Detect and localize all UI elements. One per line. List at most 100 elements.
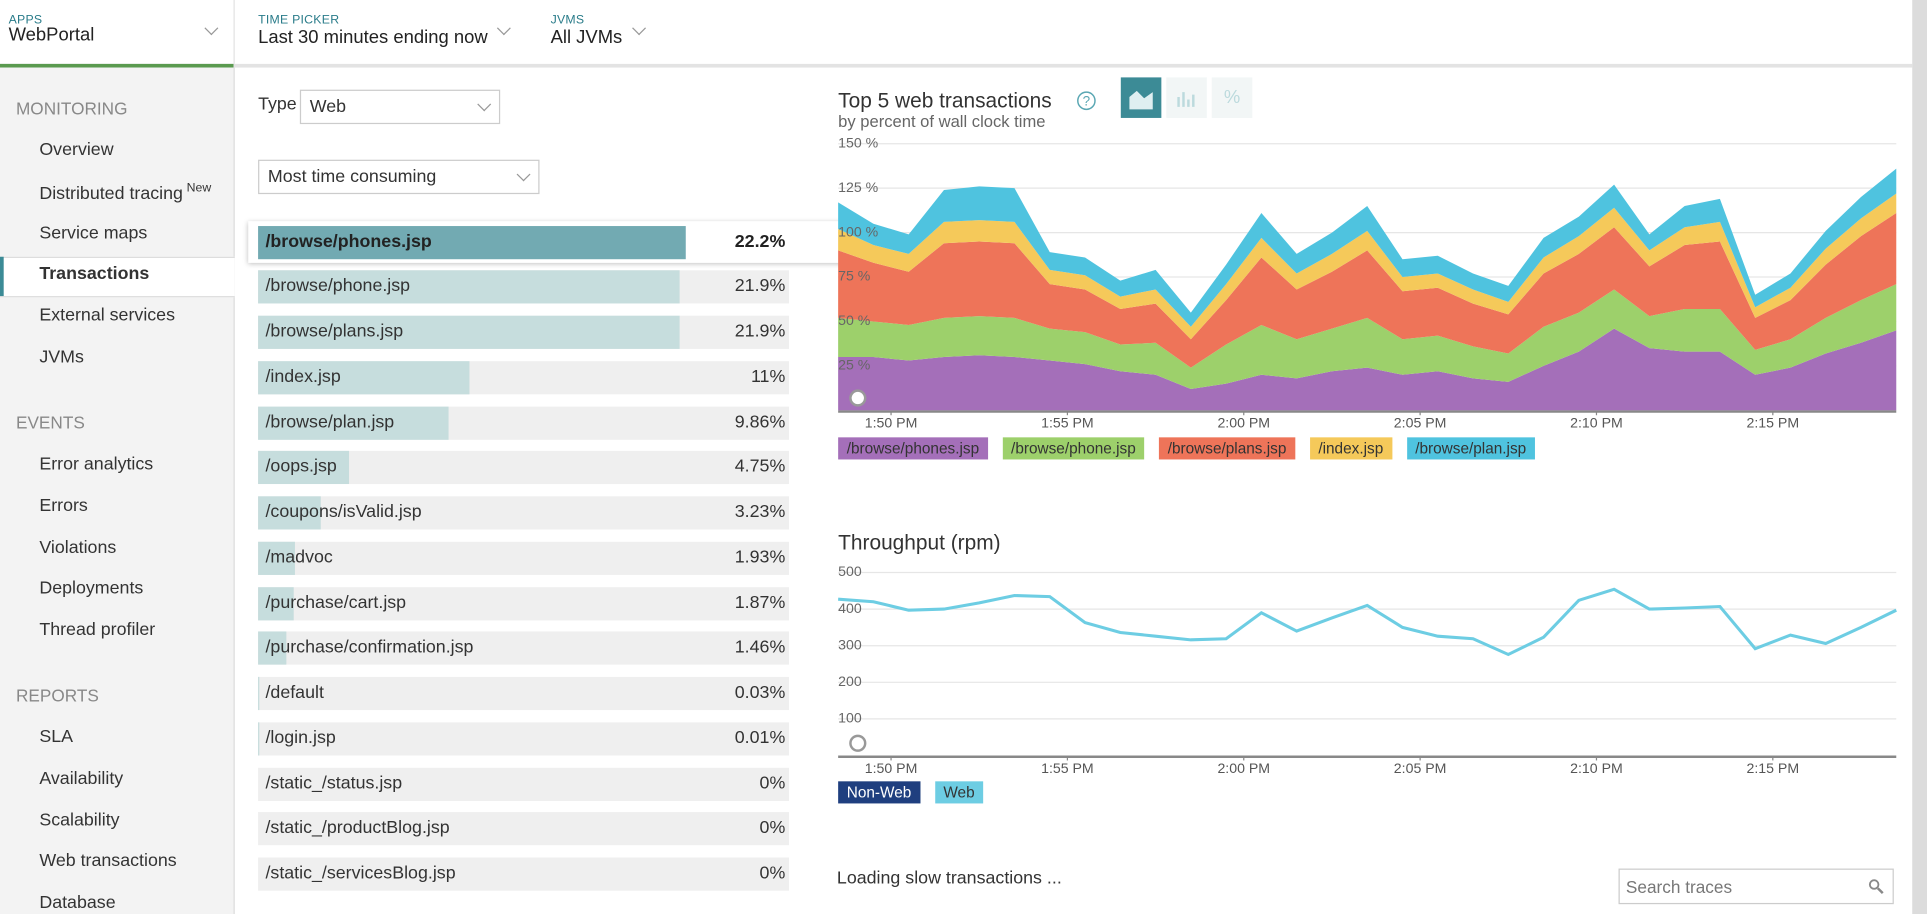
transaction-row[interactable]: /browse/phones.jsp 22.2% — [258, 225, 789, 259]
new-badge: New — [186, 181, 212, 196]
nav-item[interactable]: SLA — [39, 727, 74, 747]
bar — [258, 451, 350, 485]
transaction-row[interactable]: /static_/productBlog.jsp 0% — [258, 812, 789, 846]
transaction-row[interactable]: /coupons/isValid.jsp 3.23% — [258, 496, 789, 530]
transaction-name: /purchase/confirmation.jsp — [265, 637, 474, 658]
nav-item[interactable]: External services — [39, 306, 176, 326]
value-label: 0% — [759, 863, 786, 884]
reset-handle — [849, 389, 867, 407]
nav-item[interactable]: Deployments — [39, 579, 144, 599]
transaction-name: /static_/servicesBlog.jsp — [265, 863, 456, 884]
bar — [258, 360, 470, 395]
legend-item[interactable]: /browse/plans.jsp — [1159, 437, 1295, 460]
transaction-name: /browse/phones.jsp — [265, 231, 432, 252]
chart-title: Throughput (rpm) — [838, 532, 1000, 555]
nav-item[interactable]: Violations — [39, 537, 117, 558]
nav-item[interactable]: Thread profiler — [39, 620, 156, 641]
value-label: 9.86% — [734, 412, 786, 432]
app-picker[interactable]: APPS WebPortal — [0, 0, 234, 64]
transaction-row[interactable]: /static_/status.jsp 0% — [258, 767, 789, 801]
transaction-name: /default — [265, 683, 324, 703]
divider — [233, 0, 235, 64]
sort-value: Most time consuming — [267, 167, 437, 187]
reset-handle — [849, 734, 867, 752]
chart-title: Top 5 web transactions — [838, 89, 1052, 112]
transaction-row[interactable]: /static_/servicesBlog.jsp 0% — [258, 857, 789, 891]
value-label: 21.9% — [734, 276, 786, 297]
nav-item[interactable]: Overview — [39, 140, 114, 160]
legend-item[interactable]: /browse/phone.jsp — [1002, 437, 1145, 460]
x-tick-label: 1:50 PM — [865, 760, 918, 776]
nav-item[interactable]: JVMs — [39, 347, 84, 368]
nav-item[interactable]: Service maps — [39, 223, 148, 243]
transaction-name: /browse/plans.jsp — [265, 321, 404, 342]
legend-item[interactable]: /browse/phones.jsp — [838, 437, 988, 460]
y-tick-label: 125 % — [838, 179, 878, 195]
transaction-row[interactable]: /madvoc 1.93% — [258, 541, 789, 575]
transaction-row[interactable]: /browse/plans.jsp 21.9% — [258, 315, 789, 349]
transaction-row[interactable]: /default 0.03% — [258, 676, 789, 711]
x-tick-label: 2:05 PM — [1394, 415, 1447, 431]
y-tick-label: 500 — [838, 563, 862, 579]
type-label: Type — [258, 94, 297, 115]
help-icon — [1077, 91, 1096, 111]
axes: 100 200 300 400 500 1:50 PM 1:55 PM 2:00 PM 2:05… — [838, 563, 1897, 776]
jvm-picker[interactable]: JVMS All JVMs — [547, 0, 658, 64]
nav-item[interactable]: Scalability — [39, 810, 120, 830]
nav-item[interactable]: Availability — [39, 768, 124, 789]
loading-text: Loading slow transactions ... — [836, 868, 1062, 889]
nav-item[interactable]: Web transactions — [39, 851, 177, 872]
nav-item[interactable]: Database — [39, 893, 116, 914]
transaction-row[interactable]: /oops.jsp 4.75% — [258, 451, 789, 485]
x-tick-label: 2:10 PM — [1570, 415, 1623, 431]
legend-item[interactable]: Web — [934, 781, 984, 804]
transaction-name: /browse/plan.jsp — [265, 412, 395, 432]
legend: /browse/phones.jsp/browse/phone.jsp/brow… — [838, 437, 1549, 460]
transaction-row[interactable]: /purchase/confirmation.jsp 1.46% — [258, 631, 789, 665]
y-tick-label: 200 — [838, 673, 862, 689]
nav-item[interactable]: Errors — [39, 496, 88, 516]
line — [838, 587, 1897, 657]
sort-select[interactable]: Most time consuming — [258, 159, 540, 195]
transaction-name: /login.jsp — [265, 728, 336, 748]
area-icon — [1129, 90, 1153, 110]
plot — [838, 571, 1897, 720]
x-tick-label: 2:15 PM — [1747, 415, 1800, 431]
transaction-name: /coupons/isValid.jsp — [265, 502, 422, 523]
stacked-area — [838, 328, 1897, 411]
area-toggle[interactable] — [1120, 77, 1162, 118]
legend-item[interactable]: Non-Web — [838, 781, 920, 804]
bar-toggle[interactable] — [1166, 77, 1207, 118]
icon-shape — [1876, 887, 1884, 894]
time-label: TIME PICKER — [258, 13, 340, 28]
legend-item[interactable]: /index.jsp — [1309, 437, 1392, 460]
time-picker[interactable]: TIME PICKER Last 30 minutes ending now — [252, 0, 522, 64]
bar — [258, 631, 287, 665]
transaction-row[interactable]: /login.jsp 0.01% — [258, 722, 789, 756]
section-title: EVENTS — [15, 412, 85, 433]
percent-toggle[interactable]: % — [1211, 77, 1253, 118]
bar — [258, 541, 296, 575]
active-item-bg — [0, 257, 235, 298]
apps-label: APPS — [8, 13, 43, 28]
bar — [258, 496, 321, 530]
transaction-row[interactable]: /index.jsp 11% — [258, 360, 789, 395]
transaction-row[interactable]: /browse/phone.jsp 21.9% — [258, 270, 789, 304]
section-title: MONITORING — [15, 98, 128, 118]
value-label: 0.03% — [734, 683, 786, 703]
type-select[interactable]: Web — [299, 89, 501, 125]
search-box[interactable]: Search traces — [1618, 868, 1894, 905]
value-label: 1.46% — [734, 637, 786, 658]
value-label: 0.01% — [734, 728, 786, 748]
nav-item[interactable]: Distributed tracing New — [39, 181, 212, 204]
legend-item[interactable]: /browse/plan.jsp — [1406, 437, 1535, 460]
nav-item[interactable]: Error analytics — [39, 454, 154, 475]
transaction-row[interactable]: /browse/plan.jsp 9.86% — [258, 406, 789, 440]
scroll-edge — [1912, 0, 1927, 914]
x-tick-label: 2:00 PM — [1217, 760, 1270, 776]
y-tick-label: 75 % — [838, 268, 871, 284]
nav-item[interactable]: Transactions — [39, 264, 150, 285]
transaction-row[interactable]: /purchase/cart.jsp 1.87% — [258, 586, 789, 620]
